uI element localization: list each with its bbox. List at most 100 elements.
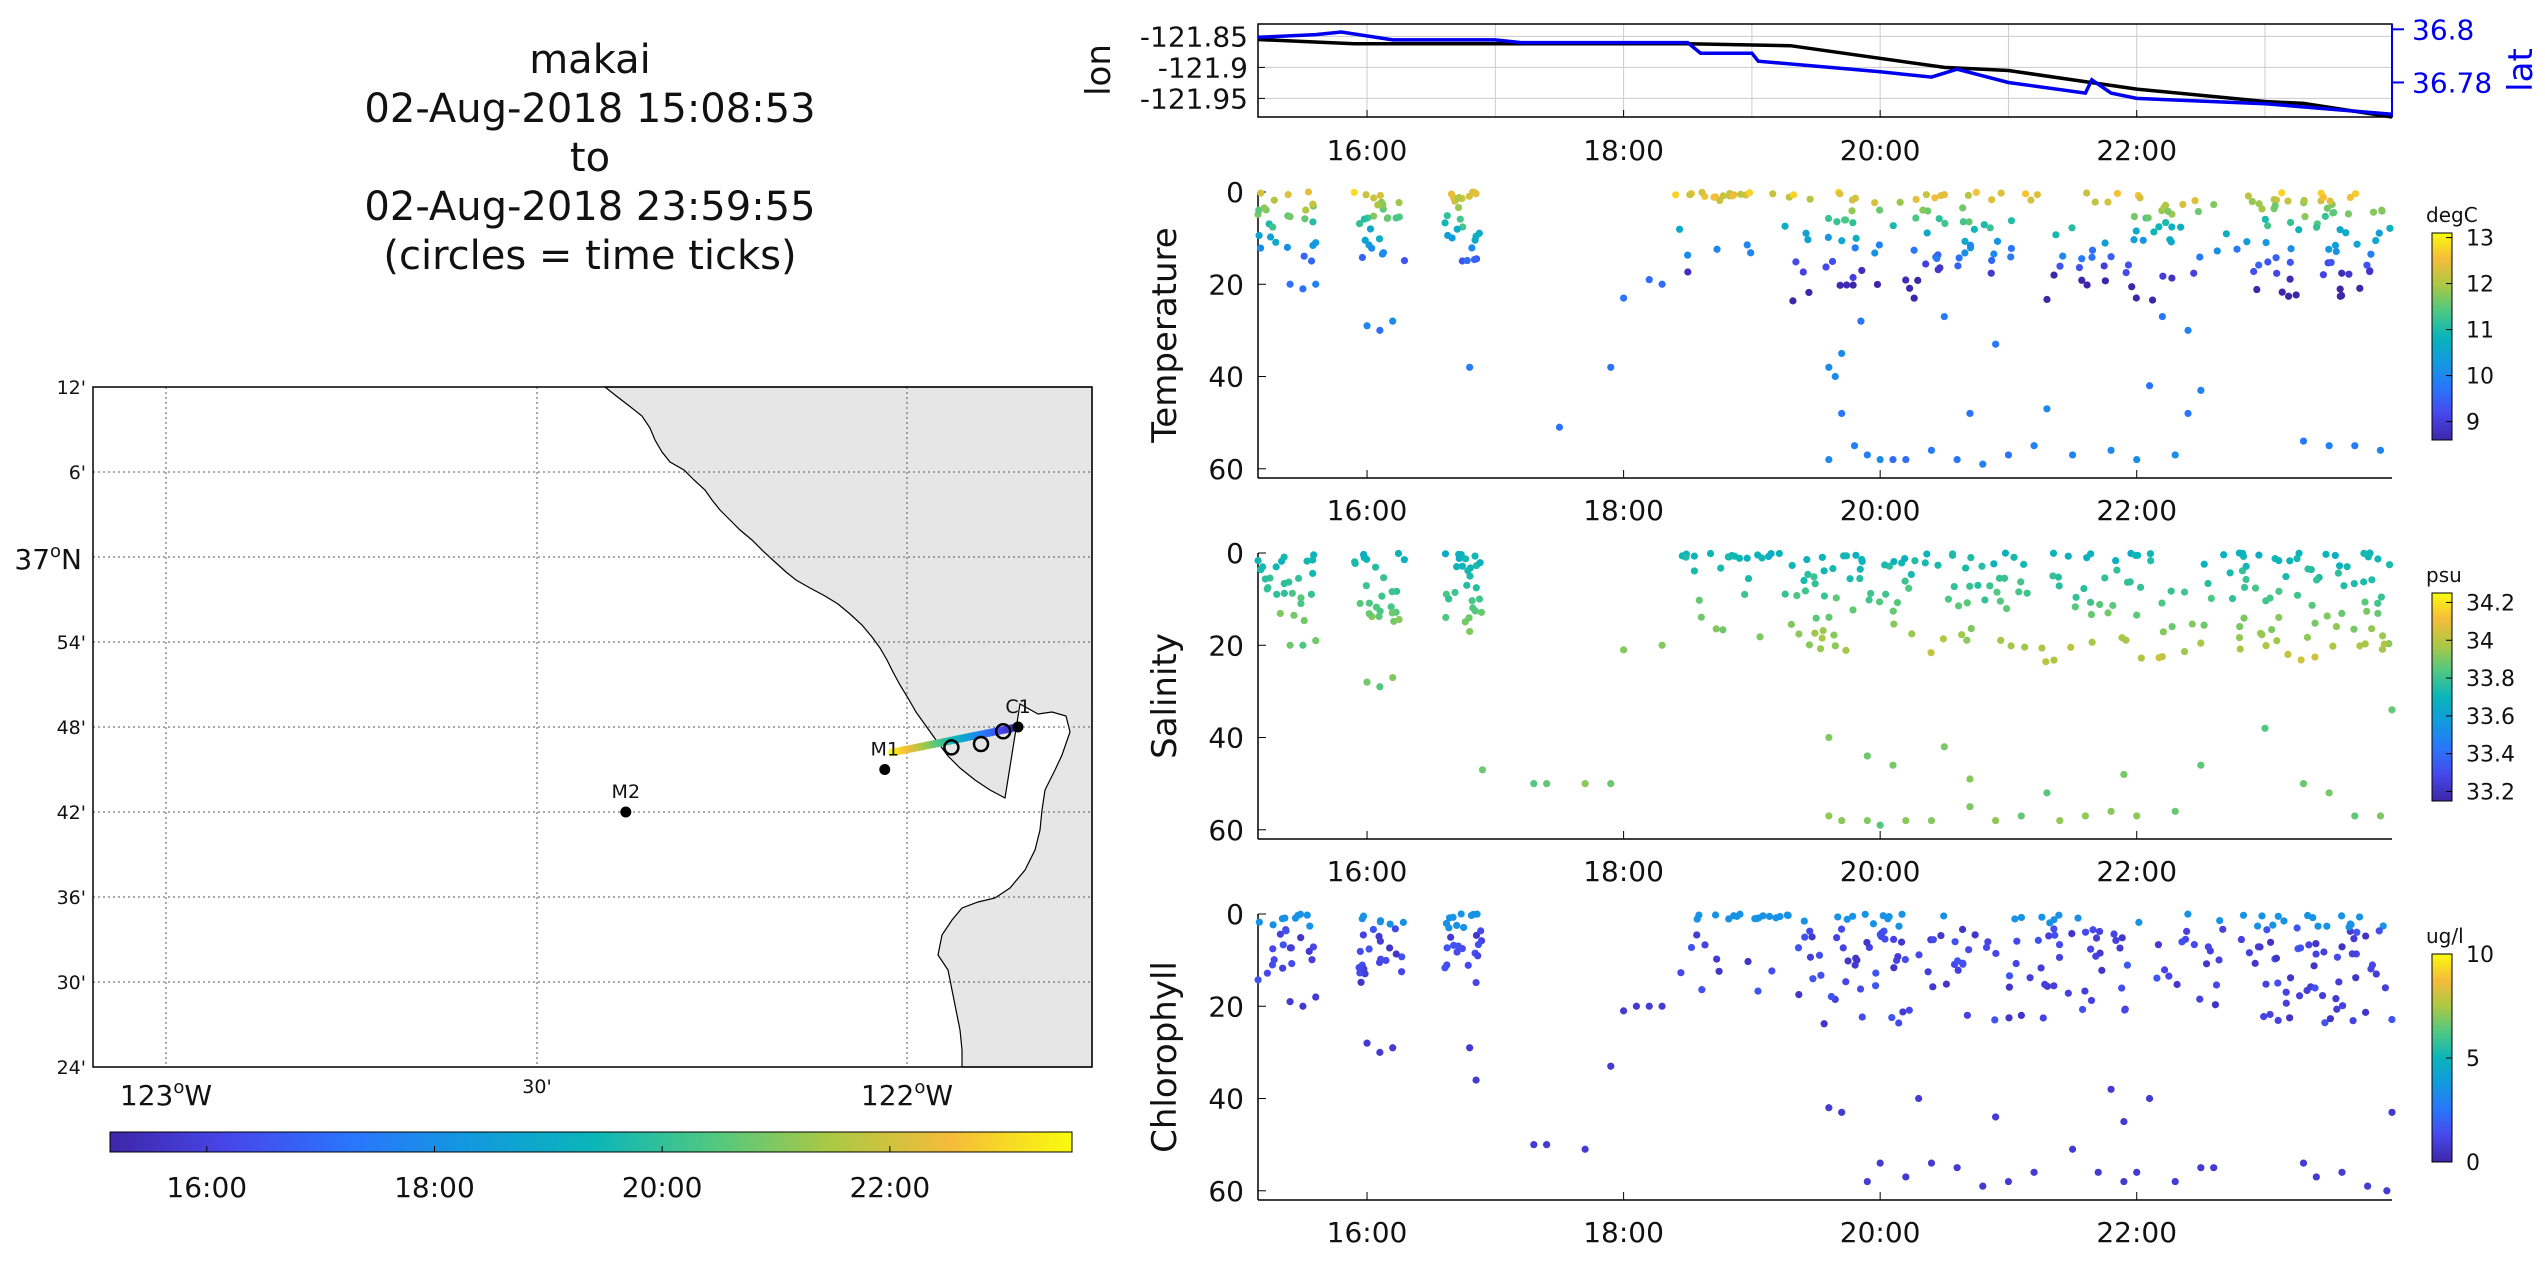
chlorophyll-data-point [1806, 927, 1814, 935]
temperature-data-point [2104, 198, 2112, 206]
chlorophyll-data-point [1276, 930, 1284, 938]
salinity-data-point [1468, 597, 1476, 605]
temperature-colorbar-tick-label: 13 [2466, 227, 2494, 252]
temperature-data-point [2284, 292, 2293, 300]
chlorophyll-data-point [2367, 965, 2375, 973]
salinity-data-point [1996, 597, 2004, 605]
temperature-data-point [2345, 270, 2353, 278]
chlorophyll-data-point [1929, 983, 1937, 991]
map-lat-tick-label: 54' [57, 632, 86, 654]
salinity-data-point [2147, 557, 2155, 565]
salinity-data-point [1297, 599, 1305, 608]
chlorophyll-y-tick-label: 20 [1208, 990, 1244, 1023]
temperature-data-point [2378, 206, 2386, 214]
temperature-data-point [2148, 296, 2157, 304]
salinity-data-point [2238, 549, 2247, 557]
chlorophyll-data-point [1992, 1113, 2000, 1121]
chlorophyll-data-point [2210, 1164, 2218, 1172]
salinity-data-point [1286, 641, 1294, 649]
chlorophyll-data-point [1369, 925, 1377, 934]
map-lon-tick-label: 123oW [120, 1077, 212, 1112]
temperature-data-point [2191, 197, 2199, 205]
salinity-data-point [2322, 550, 2330, 558]
salinity-data-point [2228, 594, 2237, 603]
chlorophyll-data-point [1858, 1013, 1866, 1021]
salinity-data-point [1719, 626, 1727, 634]
salinity-data-point [1717, 564, 1725, 572]
salinity-data-point [2275, 587, 2283, 595]
salinity-data-point [1477, 608, 1486, 616]
chlorophyll-data-point [2051, 931, 2059, 939]
temperature-data-point [1447, 190, 1456, 198]
salinity-data-point [2266, 594, 2274, 602]
temperature-data-point [1719, 192, 1727, 200]
chlorophyll-data-point [1309, 943, 1317, 951]
salinity-data-point [1754, 551, 1762, 559]
salinity-data-point [2334, 569, 2343, 577]
chlorophyll-ylabel: Chlorophyll [1145, 961, 1185, 1153]
salinity-data-point [1816, 645, 1825, 653]
temperature-data-point [2184, 409, 2192, 418]
lonlat-x-tick-label: 16:00 [1327, 134, 1408, 167]
salinity-data-point [1695, 596, 1703, 604]
temperature-data-point [2068, 224, 2076, 232]
chlorophyll-data-point [2183, 927, 2191, 935]
temperature-data-point [1747, 249, 1755, 257]
temperature-data-point [1851, 244, 1859, 252]
salinity-data-point [1581, 780, 1589, 788]
salinity-data-point [2081, 812, 2090, 820]
temperature-data-point [1255, 231, 1263, 240]
temperature-data-point [2312, 223, 2321, 231]
map-colorbar-tick-label: 18:00 [394, 1171, 475, 1204]
salinity-data-point [1825, 733, 1833, 742]
temperature-data-point [1470, 255, 1479, 264]
salinity-data-point [1690, 552, 1698, 560]
title-line-to: to [569, 135, 611, 181]
chlorophyll-data-point [1863, 938, 1871, 947]
chlorophyll-data-point [1942, 980, 1950, 988]
temperature-data-point [2367, 250, 2375, 258]
chlorophyll-data-point [2068, 929, 2076, 938]
salinity-data-point [2332, 622, 2341, 631]
salinity-data-point [2168, 622, 2176, 631]
chlorophyll-data-point [1965, 946, 1973, 954]
salinity-data-point [1471, 552, 1479, 560]
salinity-data-point [1882, 590, 1890, 598]
salinity-data-point [2087, 610, 2096, 619]
chlorophyll-data-point [1693, 915, 1701, 923]
salinity-data-point [1990, 560, 1998, 568]
chlorophyll-data-point [1474, 952, 1482, 960]
chlorophyll-data-point [1359, 931, 1367, 939]
temperature-data-point [1350, 188, 1358, 196]
temperature-data-point [2190, 269, 2198, 277]
chlorophyll-data-point [2005, 983, 2013, 991]
salinity-data-point [2374, 609, 2382, 618]
salinity-data-point [1476, 559, 1484, 567]
chlorophyll-data-point [1736, 910, 1744, 918]
salinity-data-point [2104, 609, 2112, 617]
salinity-data-point [1393, 587, 1401, 595]
chlorophyll-data-point [2320, 948, 2328, 956]
salinity-data-point [2235, 633, 2244, 642]
temperature-data-point [2300, 196, 2308, 205]
chlorophyll-data-point [1825, 1104, 1833, 1112]
salinity-data-point [1858, 557, 1866, 566]
chlorophyll-data-point [2190, 941, 2198, 949]
salinity-data-point [1619, 646, 1628, 654]
salinity-data-point [1280, 553, 1288, 561]
temperature-data-point [2007, 217, 2016, 225]
salinity-data-point [1852, 551, 1860, 559]
salinity-data-point [1901, 554, 1909, 563]
salinity-data-point [2368, 576, 2376, 584]
temperature-data-point [1848, 207, 1856, 215]
salinity-data-point [2303, 633, 2312, 641]
chlorophyll-data-point [1450, 941, 1458, 949]
temperature-data-point [1838, 349, 1846, 358]
lonlat-ylabel-right: lat [2501, 48, 2541, 92]
temperature-y-tick-label: 0 [1226, 176, 1244, 209]
temperature-data-point [1986, 224, 1994, 232]
temperature-x-tick-label: 16:00 [1327, 494, 1408, 527]
chlorophyll-data-point [2133, 1168, 2141, 1176]
temperature-data-point [2286, 275, 2294, 283]
temperature-data-point [2292, 291, 2300, 299]
